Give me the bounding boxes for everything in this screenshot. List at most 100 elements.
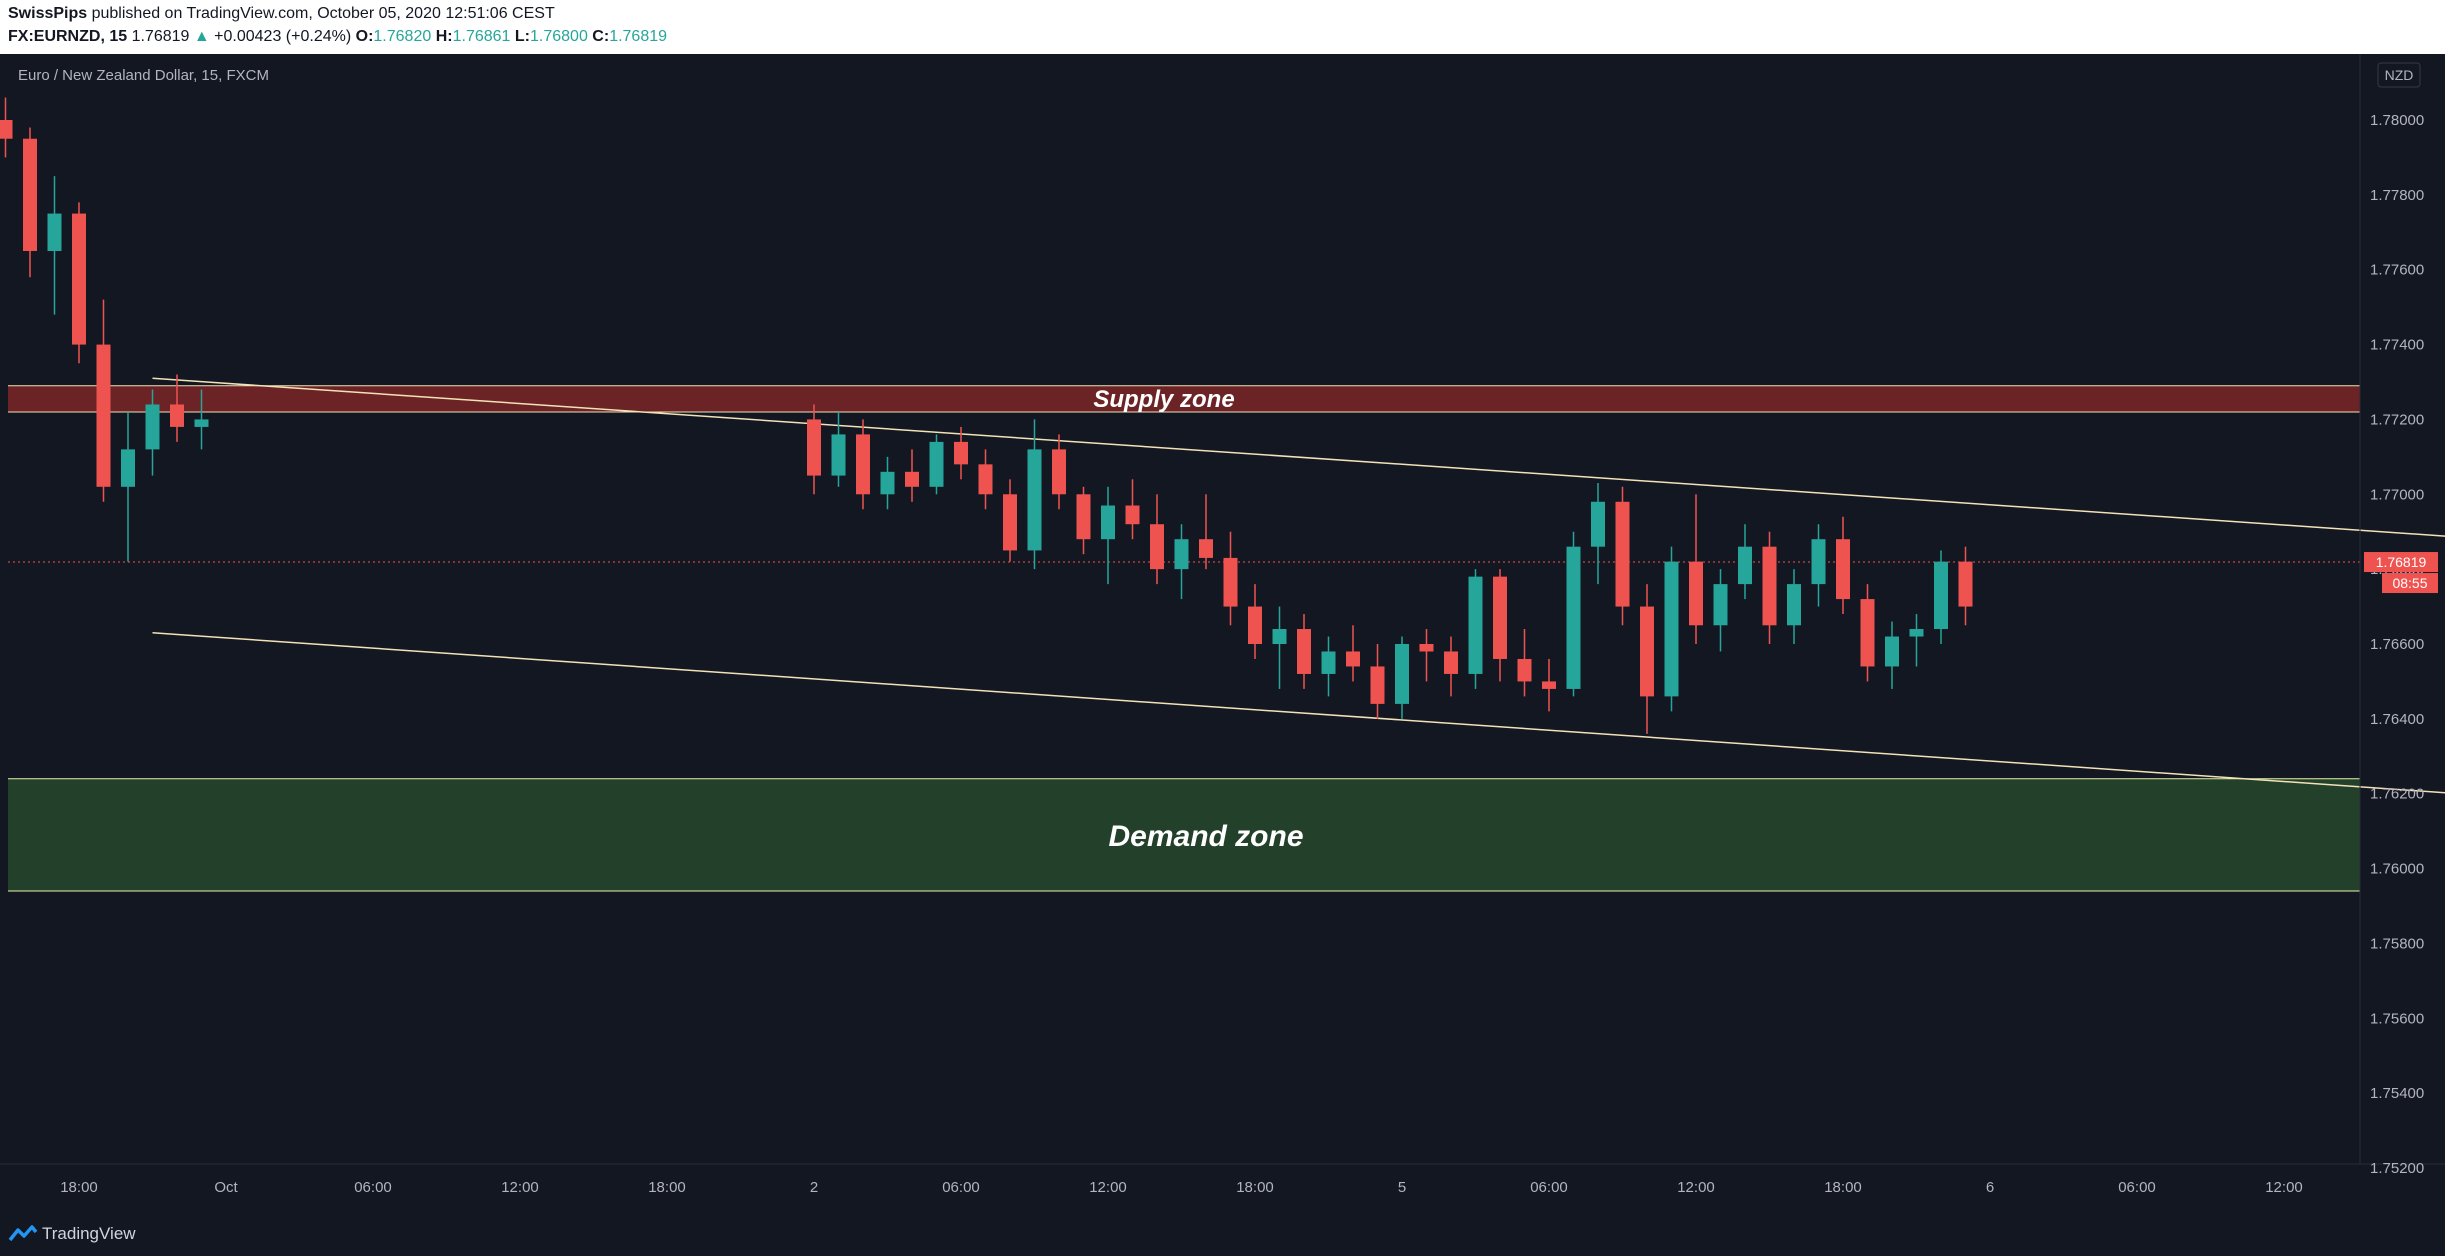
time-axis[interactable]: 18:00 Oct 06:00 12:00 18:00 2 06:00 12:00 18:00 5… <box>60 1179 2303 1196</box>
candle <box>1272 606 1287 689</box>
candle <box>1542 658 1556 712</box>
candle-body <box>1150 524 1164 570</box>
price-tick-label: 1.78000 <box>2370 112 2424 129</box>
candle <box>831 411 846 487</box>
candle <box>47 176 62 315</box>
high-value: 1.76861 <box>452 28 511 45</box>
published-text: published on TradingView.com, October 05… <box>91 5 555 22</box>
supply-zone-label: Supply zone <box>1093 386 1234 413</box>
currency-badge[interactable] <box>2377 62 2421 88</box>
candle <box>1248 584 1262 659</box>
candle <box>1885 621 1899 689</box>
last-price-label: 1.76819 <box>2376 554 2427 570</box>
demand-zone <box>8 778 2360 892</box>
low-value: 1.76800 <box>530 28 588 45</box>
candle <box>1395 636 1409 719</box>
candle-body <box>1885 636 1899 667</box>
candle-body <box>1395 644 1409 704</box>
tradingview-logo-icon[interactable] <box>8 1224 38 1249</box>
candle <box>1101 486 1115 585</box>
time-tick-label: 12:00 <box>501 1179 539 1196</box>
candle-body <box>1909 629 1924 637</box>
tradingview-brand[interactable]: TradingView <box>42 1224 136 1243</box>
candle <box>96 299 111 502</box>
candle-body <box>1199 539 1213 558</box>
candle-body <box>145 404 160 450</box>
candle <box>880 456 895 510</box>
price-tick-label: 1.75400 <box>2370 1085 2424 1102</box>
candle-body <box>1689 561 1703 626</box>
candle <box>1346 625 1360 682</box>
candle <box>1052 434 1066 510</box>
candle-body <box>1640 606 1654 697</box>
time-tick-label: 06:00 <box>2118 1179 2156 1196</box>
time-tick-label: 06:00 <box>942 1179 980 1196</box>
candle <box>145 389 160 476</box>
candle <box>1566 531 1581 697</box>
candle <box>856 419 870 510</box>
candle <box>1027 419 1042 570</box>
time-tick-label: 18:00 <box>60 1179 98 1196</box>
candle <box>1811 524 1826 607</box>
footer: TradingView <box>0 1212 2445 1256</box>
candle-body <box>1174 539 1189 570</box>
candle <box>170 374 184 442</box>
candle-body <box>807 419 821 476</box>
candle-body <box>1052 449 1066 495</box>
time-tick-label: 6 <box>1986 1179 1994 1196</box>
candle-body <box>72 213 86 345</box>
price-tick-label: 1.76600 <box>2370 636 2424 653</box>
lower-channel-trendline <box>152 632 2445 794</box>
currency-badge-label: NZD <box>2385 67 2414 83</box>
candle <box>23 127 37 278</box>
candle-body <box>121 449 135 487</box>
time-tick-label: 06:00 <box>354 1179 392 1196</box>
close-label: C: <box>592 28 610 45</box>
publication-header: SwissPips published on TradingView.com, … <box>0 0 2445 54</box>
candle-body <box>1542 681 1556 689</box>
low-label: L: <box>514 28 530 45</box>
candle-body <box>880 471 895 495</box>
candle <box>1174 524 1189 600</box>
time-tick-label: 12:00 <box>2265 1179 2303 1196</box>
candle <box>905 449 919 502</box>
time-tick-label: Oct <box>214 1179 238 1196</box>
candle-body <box>1958 561 1973 607</box>
chart-title: Euro / New Zealand Dollar, 15, FXCM <box>18 67 269 84</box>
candle-body <box>1664 561 1679 697</box>
price-tick-label: 1.77800 <box>2370 187 2424 204</box>
candle <box>1664 546 1679 712</box>
high-label: H: <box>435 28 453 45</box>
candle-body <box>47 213 62 251</box>
candle <box>1223 531 1238 626</box>
candle-body <box>170 404 184 427</box>
candle-body <box>1444 651 1458 674</box>
publication-info: SwissPips published on TradingView.com, … <box>8 5 555 23</box>
candle-body <box>1787 584 1801 626</box>
candle <box>1493 569 1507 682</box>
candle <box>1591 483 1605 585</box>
last-price-tag-bg <box>2364 552 2438 573</box>
time-tick-label: 18:00 <box>648 1179 686 1196</box>
price-tick-label: 1.76400 <box>2370 711 2424 728</box>
author-name[interactable]: SwissPips <box>8 5 88 22</box>
candle-body <box>1346 651 1360 667</box>
candle <box>0 97 13 158</box>
time-tick-label: 18:00 <box>1824 1179 1862 1196</box>
candle <box>1468 569 1483 689</box>
price-chart[interactable]: Supply zone Demand zone Euro / New Zealan… <box>0 54 2445 1212</box>
candle-body <box>1566 546 1581 689</box>
countdown-tag-bg <box>2382 573 2438 594</box>
price-tick-label: 1.75200 <box>2370 1160 2424 1177</box>
price-axis[interactable]: 1.78000 1.77800 1.77600 1.77400 1.77200 1.770… <box>2370 112 2424 1177</box>
candle-body <box>1738 546 1752 585</box>
candle-body <box>1076 494 1091 540</box>
candle-body <box>1419 644 1434 652</box>
up-arrow-icon: ▲ <box>193 28 210 45</box>
candle-body <box>1468 576 1483 674</box>
candle <box>978 449 993 510</box>
candle <box>1003 479 1017 562</box>
price-tick-label: 1.77600 <box>2370 262 2424 279</box>
time-tick-label: 5 <box>1398 1179 1406 1196</box>
candle-body <box>1493 576 1507 659</box>
